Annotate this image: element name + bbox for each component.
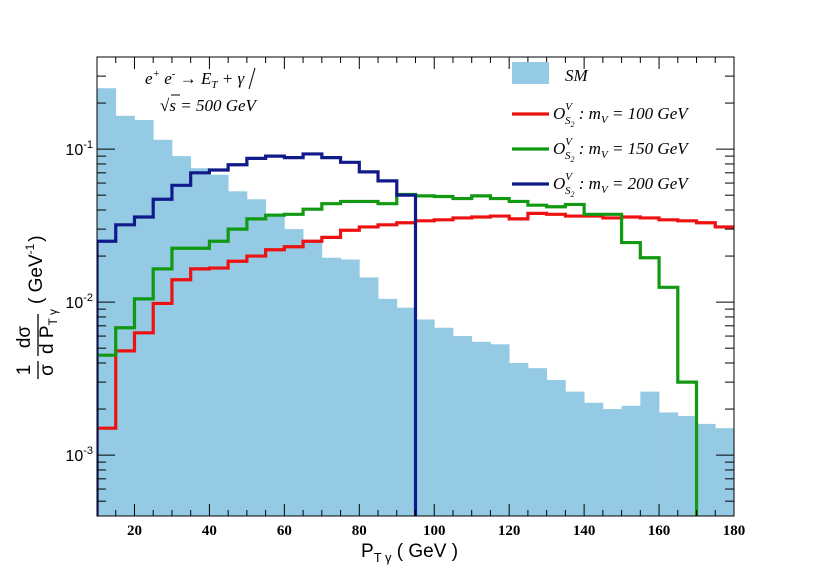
sm-bin-bar (584, 402, 604, 516)
sm-bin-bar (303, 241, 323, 516)
x-tick-label: 120 (498, 523, 521, 539)
signal-step-line (97, 211, 734, 516)
sm-bin-bar (171, 156, 192, 516)
process-label: e+ e- → ET + γ (145, 68, 245, 91)
signal-histograms (97, 152, 734, 516)
sm-bin-bar (209, 174, 229, 516)
x-tick-label: 100 (423, 523, 446, 539)
sm-bin-bar (696, 423, 716, 516)
x-axis-title: PT γ ( GeV ) (361, 541, 458, 565)
x-tick-label: 20 (127, 523, 142, 539)
y-tick-label: 10-3 (65, 445, 93, 465)
x-axis: 20 40 60 80 100 120 140 160 180 (96, 57, 746, 539)
y-title-dnum: dσ (14, 326, 35, 349)
y-title-dden: d PT γ (37, 309, 60, 354)
met-slash (248, 67, 256, 90)
sm-bin-bar (640, 391, 660, 516)
sm-bin-bar (284, 229, 304, 516)
x-tick-label: 140 (573, 523, 596, 539)
sm-bin-bar (321, 257, 341, 516)
y-axis: 10-1 10-2 10-3 (65, 56, 734, 517)
y-tick-label: 10-2 (65, 292, 93, 312)
legend-signal-label: OV S2 : mV = 150 GeV (553, 136, 690, 164)
sm-bin-bar (527, 368, 548, 516)
y-title-den: σ (37, 364, 58, 376)
sm-bin-bar (415, 319, 435, 516)
sm-bin-bar (134, 119, 154, 516)
sm-bin-bar (246, 199, 267, 516)
x-tick-label: 60 (277, 523, 292, 539)
sm-bin-bar (715, 428, 734, 516)
x-tick-label: 40 (202, 523, 217, 539)
sm-bin-bar (396, 307, 416, 516)
legend-signal-label: OV S2 : mV = 200 GeV (553, 171, 690, 199)
sm-bin-bar (565, 391, 585, 516)
y-title-num: 1 (14, 365, 35, 376)
sm-bin-bar (677, 416, 697, 516)
x-tick-label: 160 (648, 523, 671, 539)
sm-bin-bar (190, 168, 210, 516)
sm-bin-bar (659, 412, 679, 516)
sm-bin-bar (265, 213, 285, 516)
sm-histogram (97, 88, 734, 516)
sm-bin-bar (602, 409, 622, 516)
sm-bin-bar (340, 259, 360, 516)
sm-bin-bar (546, 379, 566, 516)
y-tick-label: 10-1 (65, 139, 93, 159)
sm-bin-bar (434, 327, 454, 516)
x-tick-label: 80 (352, 523, 367, 539)
legend-sm-label: SM (565, 66, 589, 85)
legend-signal-label: OV S2 : mV = 100 GeV (553, 101, 690, 129)
x-tick-label: 180 (723, 523, 746, 539)
legend: SM OV S2 : mV = 100 GeV OV S2 : mV = 150 GeV… (512, 62, 690, 199)
energy-label: √s = 500 GeV (160, 96, 259, 115)
sm-bin-bar (359, 277, 379, 516)
sm-bin-bar (509, 363, 529, 516)
sm-bin-bar (490, 344, 510, 516)
legend-sm-swatch (512, 62, 549, 84)
sm-bin-bar (452, 336, 473, 516)
y-title-unit: ( GeV-1) (23, 235, 47, 304)
sm-bin-bar (228, 191, 248, 516)
process-annotation: e+ e- → ET + γ √s = 500 GeV (145, 67, 259, 115)
sm-bin-bar (115, 115, 135, 516)
signal-step-line (97, 152, 418, 516)
sm-bin-bar (471, 341, 491, 516)
y-axis-title: 1 σ dσ d PT γ ( GeV-1) (14, 235, 60, 379)
sm-bin-bar (378, 298, 398, 516)
sm-bin-bar (621, 405, 641, 516)
sm-bin-bar (153, 139, 173, 516)
